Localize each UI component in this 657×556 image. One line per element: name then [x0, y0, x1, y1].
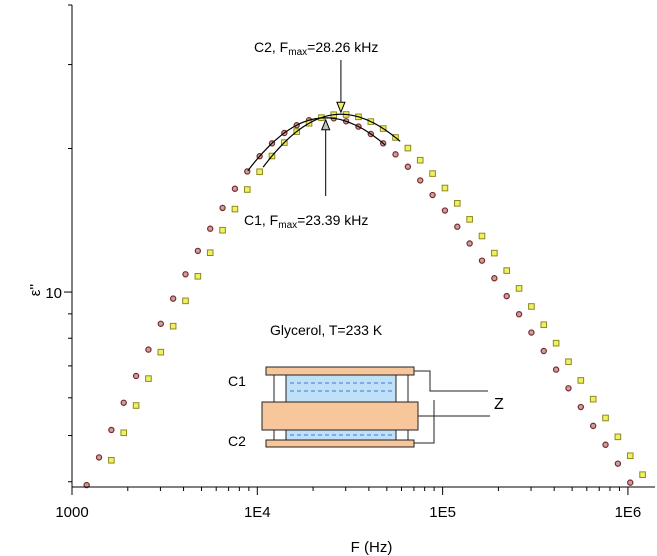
x-tick-label: 1E6	[615, 504, 642, 521]
series-1-point	[194, 273, 202, 280]
series-0-point	[95, 454, 103, 461]
series-0-point	[194, 247, 202, 255]
series-0-point	[515, 311, 523, 318]
series-1-point	[565, 358, 572, 366]
series-0-point	[417, 177, 424, 184]
series-1-point	[206, 249, 214, 257]
x-tick-label: 1000	[55, 504, 88, 521]
y-tick-label: 10	[45, 285, 62, 302]
series-1-point	[231, 205, 239, 213]
inset-middle-plate	[261, 401, 419, 431]
series-0-point	[441, 207, 449, 214]
series-1-fit-curve	[262, 113, 401, 168]
series-0-point	[552, 366, 560, 373]
inset-label-c1: C1	[228, 373, 246, 389]
series-1-point	[453, 200, 461, 207]
series-0-point	[454, 223, 461, 230]
series-1-point	[552, 339, 560, 347]
series-1-point	[478, 232, 486, 240]
x-axis-label: F (Hz)	[351, 539, 393, 556]
series-0-point	[627, 479, 634, 486]
series-0-point	[231, 185, 239, 192]
series-1-point	[182, 297, 189, 305]
inset-bottom-plate	[265, 439, 415, 448]
series-0-point	[392, 151, 399, 158]
series-0-point	[219, 204, 226, 212]
series-0-point	[108, 426, 115, 434]
series-0-point	[169, 295, 177, 302]
series-0-point	[478, 257, 486, 264]
series-0-point	[83, 481, 90, 489]
series-0-point	[120, 399, 127, 406]
annotations: C2, Fmax=28.26 kHz C1, Fmax=23.39 kHz	[244, 39, 378, 231]
x-tick-label: 1E4	[244, 504, 271, 521]
peak-fit-curves	[247, 113, 401, 172]
series-1-point	[589, 395, 597, 403]
series-0-point	[145, 346, 152, 353]
series-1-point	[540, 321, 548, 329]
inset-title: Glycerol, T=233 K	[270, 322, 383, 338]
series-1-point	[256, 168, 263, 176]
series-0-point	[602, 441, 609, 448]
series-0-point	[207, 225, 214, 232]
series-1-point	[416, 156, 424, 164]
series-1-point	[528, 303, 535, 310]
series-0-point	[404, 163, 412, 170]
series-1-point	[626, 452, 634, 460]
series-1-point	[515, 285, 523, 292]
series-1-point	[243, 186, 251, 193]
inset-label-c2: C2	[228, 433, 246, 449]
series-0-point	[157, 320, 164, 327]
c1-arrow-head	[320, 118, 331, 131]
series-0-point	[577, 403, 585, 411]
series-1-point	[169, 322, 177, 330]
y-axis-label: ε''	[27, 284, 44, 297]
series-1-point	[108, 456, 115, 464]
series-1-point	[157, 348, 165, 356]
series-0-point	[589, 422, 597, 430]
series-0-point	[491, 275, 498, 282]
series-1-point	[145, 375, 152, 382]
series-0-point	[132, 372, 140, 380]
x-tick-label: 1E5	[429, 504, 456, 521]
series-0-point	[565, 385, 572, 392]
inset-schematic: Glycerol, T=233 K C1 C2 Z	[228, 322, 504, 449]
series-1-point	[132, 402, 140, 409]
series-1-point	[602, 414, 609, 422]
series-1-point	[639, 471, 646, 478]
series-0-point	[540, 347, 547, 355]
series-1-point	[577, 377, 585, 384]
c2-peak-label: C2, Fmax=28.26 kHz	[254, 39, 378, 58]
series-1-point	[120, 429, 128, 437]
inset-label-z: Z	[494, 396, 504, 413]
series-1-point	[614, 433, 622, 441]
series-0-point	[503, 292, 510, 300]
c1-peak-label: C1, Fmax=23.39 kHz	[244, 212, 368, 231]
series-0-point	[429, 191, 436, 199]
series-0-point	[528, 329, 535, 336]
series-1-point	[466, 216, 473, 223]
axes: 1000 1E4 1E5 1E6 F (Hz) 10ε''	[27, 4, 655, 556]
inset-top-liquid	[285, 374, 397, 403]
series-1-point	[404, 144, 412, 152]
series-0-point	[182, 271, 189, 278]
c2-arrow-head	[336, 101, 346, 114]
series-0-point	[466, 240, 473, 247]
series-1-point	[491, 249, 498, 257]
inset-top-plate	[265, 366, 415, 376]
series-1-point	[503, 267, 511, 274]
series-0-fit-curve	[247, 117, 386, 172]
series-1-point	[219, 226, 226, 234]
data-points	[83, 111, 646, 489]
series-1-point	[429, 170, 436, 177]
series-1-point	[441, 184, 449, 192]
series-0-point	[614, 460, 622, 467]
